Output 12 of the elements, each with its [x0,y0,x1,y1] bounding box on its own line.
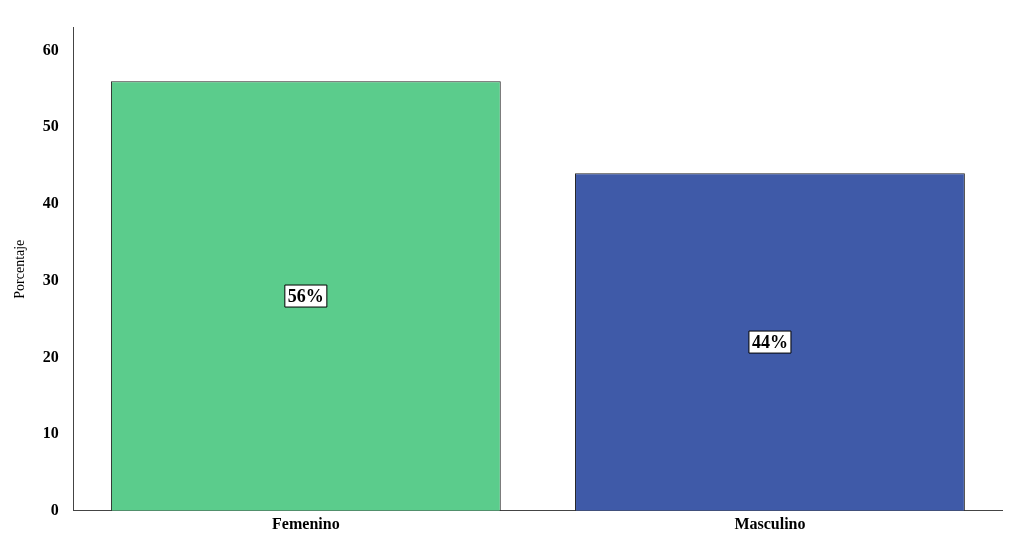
y-axis-title: Porcentaje [12,239,28,299]
y-tick-label: 10 [42,424,59,442]
x-tick-label: Femenino [272,514,340,532]
x-tick-label: Masculino [734,514,806,532]
y-tick-label: 20 [42,347,59,365]
y-tick-label: 30 [42,270,59,288]
y-tick-label: 40 [42,194,59,212]
data-label: 44% [751,331,788,352]
data-label: 56% [287,285,324,306]
y-tick-label: 50 [42,117,59,135]
y-tick-label: 0 [50,500,59,518]
y-tick-label: 60 [42,40,59,58]
